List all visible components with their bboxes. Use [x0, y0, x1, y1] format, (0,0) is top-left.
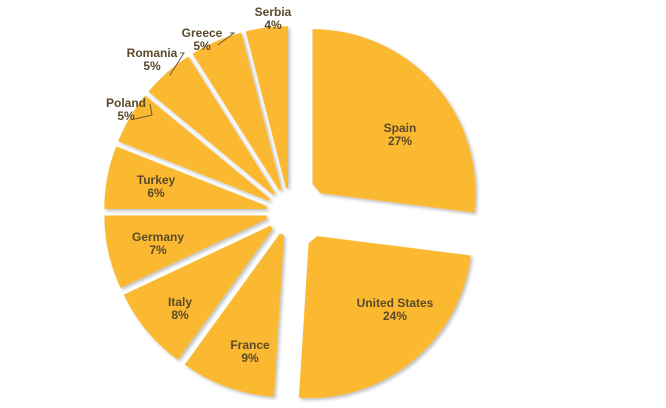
leader-lines [133, 32, 236, 120]
slice-label-romania: Romania 5% [127, 46, 178, 73]
pie-slice-united-states [298, 236, 471, 399]
pie-slice-italy [123, 225, 273, 360]
slice-label-germany: Germany 7% [132, 230, 184, 257]
slice-label-greece: Greece 5% [182, 26, 223, 53]
slice-label-italy: Italy 8% [168, 295, 192, 322]
leader-line [133, 103, 153, 120]
pie-slice-romania [148, 56, 276, 195]
pie-slice-germany [104, 215, 268, 288]
pie-slice-spain [312, 29, 476, 213]
slice-label-poland: Poland 5% [106, 96, 146, 123]
slice-label-united-states: United States 24% [357, 296, 434, 323]
slice-label-france: France 9% [230, 338, 270, 365]
pie-slice-greece [192, 32, 282, 191]
slice-label-spain: Spain 27% [384, 121, 417, 148]
slice-label-turkey: Turkey 6% [137, 173, 176, 200]
pie-slice-france [184, 233, 285, 397]
slice-labels: Spain 27% United States 24% France 9% Italy 8% G… [106, 5, 434, 365]
leader-line [169, 52, 185, 76]
slice-label-serbia: Serbia 4% [255, 5, 292, 32]
pie-slice-poland [118, 95, 271, 201]
pie-slice-turkey [104, 146, 267, 210]
pie-slice-serbia [245, 26, 288, 189]
pie-slices [104, 26, 476, 399]
leader-line [217, 32, 236, 46]
